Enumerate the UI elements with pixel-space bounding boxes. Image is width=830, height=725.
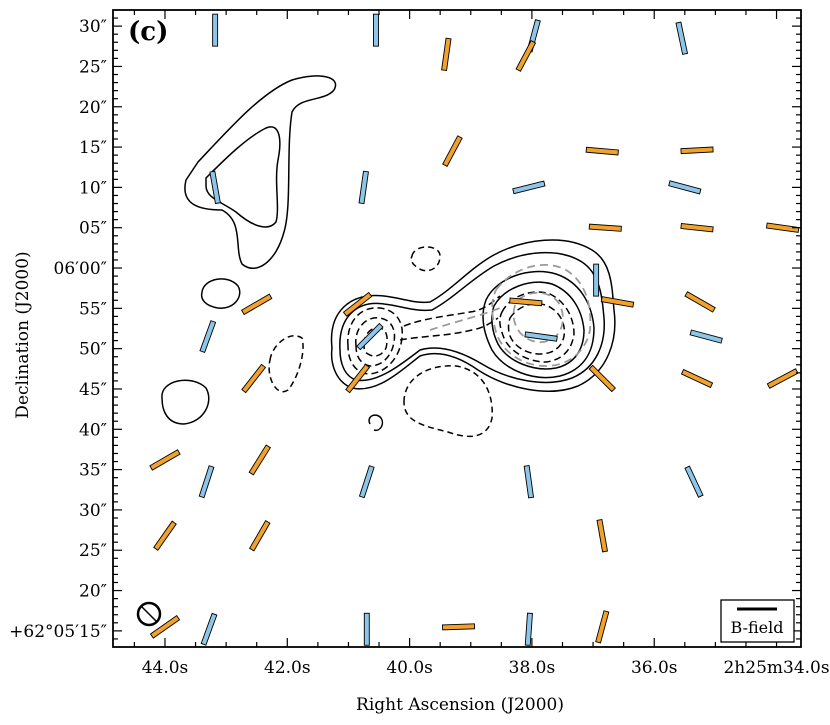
contour-main-outer-3 [482, 270, 595, 379]
y-tick-label: 30″ [79, 501, 107, 521]
x-tick-label: 44.0s [142, 658, 189, 678]
contour-main-dashed-3 [347, 307, 404, 375]
contour-main-dashed-2 [507, 302, 566, 355]
orange-vector [248, 520, 271, 552]
orange-vector [595, 610, 610, 644]
legend-label: B-field [731, 618, 784, 637]
orange-vector [765, 222, 800, 233]
x-tick-label: 42.0s [264, 658, 311, 678]
contour-main-outer-1 [330, 239, 616, 392]
orange-vector [680, 223, 714, 233]
legend: B-field [720, 599, 795, 643]
orange-vector [149, 614, 181, 639]
plot-frame [112, 9, 802, 648]
orange-vector [442, 135, 463, 168]
orange-vector [585, 146, 619, 156]
contour-gray-dashed-3 [429, 307, 501, 331]
y-tick-label: 20″ [79, 582, 107, 602]
orange-vector [600, 296, 635, 308]
blue-vector [593, 263, 600, 297]
y-tick-label: +62°05′15″ [9, 622, 107, 642]
blue-vector [523, 465, 535, 499]
orange-vector [441, 37, 452, 72]
blue-vector [199, 320, 217, 354]
orange-vector [345, 363, 371, 394]
blue-vector [373, 13, 379, 47]
y-tick-labels: 30″ 25″ 20″ 15″ 10″ 05″ 06′00″ 55″ 50″ 45″ 40″ 35″ 3… [9, 17, 107, 642]
blue-vector [689, 329, 723, 344]
orange-vector [766, 368, 799, 389]
y-tick-label: 45″ [79, 380, 107, 400]
contour-dashed-2 [268, 335, 304, 393]
contour-solid-blob-1 [200, 278, 241, 309]
beam-ellipse-marker [136, 601, 162, 627]
orange-vector [588, 364, 616, 393]
panel-label: (c) [128, 17, 168, 47]
orange-vector [241, 363, 267, 394]
y-tick-label: 20″ [79, 98, 107, 118]
blue-vector [512, 180, 546, 195]
x-tick-label: 36.0s [631, 658, 678, 678]
blue-vector [524, 612, 533, 646]
blue-vector [209, 170, 221, 205]
contour-dashed-1 [410, 246, 441, 272]
legend-box [720, 599, 795, 643]
x-tick-label: 38.0s [509, 658, 556, 678]
orange-vector [149, 449, 181, 471]
y-tick-label: 06′00″ [54, 259, 107, 279]
y-tick-label: 10″ [79, 178, 107, 198]
blue-vector [363, 612, 370, 646]
contour-dashed-3 [403, 365, 493, 438]
y-tick-label: 05″ [79, 219, 107, 239]
blue-vector [358, 465, 375, 499]
orange-vector [596, 519, 609, 553]
y-tick-label: 25″ [79, 57, 107, 77]
orange-vector [684, 291, 716, 313]
blue-vector [675, 21, 689, 55]
contour-solid-north-outer [184, 75, 337, 270]
x-tick-labels: 44.0s 42.0s 40.0s 38.0s 36.0s 2h25m34.0s [142, 658, 830, 678]
contour-main-dashed-bridge-2 [399, 317, 499, 341]
polarization-vectors [149, 13, 800, 646]
contour-main-outer-2 [339, 252, 605, 384]
blue-vector [524, 331, 558, 342]
orange-vector [588, 223, 622, 232]
x-tick-label: 40.0s [386, 658, 433, 678]
y-axis-title: Declination (J2000) [13, 251, 33, 418]
y-tick-label: 50″ [79, 340, 107, 360]
axis-ticks [113, 10, 801, 647]
orange-vector [680, 368, 714, 389]
orange-vector [153, 520, 177, 551]
orange-vector [509, 297, 543, 307]
contour-main-outer-4 [491, 281, 585, 370]
orange-vector [240, 293, 273, 316]
y-tick-label: 40″ [79, 420, 107, 440]
orange-vector [680, 146, 714, 155]
x-tick-label: 2h25m34.0s [723, 658, 829, 678]
blue-vector [356, 322, 384, 351]
x-axis-title: Right Ascension (J2000) [356, 695, 564, 715]
blue-vector [668, 180, 702, 195]
intensity-contours [161, 75, 616, 438]
blue-vector [684, 465, 704, 498]
y-tick-label: 55″ [79, 299, 107, 319]
y-tick-label: 35″ [79, 461, 107, 481]
contour-solid-north-inner [205, 126, 281, 228]
orange-vector [342, 291, 373, 317]
blue-vector [212, 13, 219, 47]
blue-vector [200, 612, 218, 646]
orange-vector [515, 40, 537, 72]
contour-solid-blob-3 [368, 414, 384, 432]
y-tick-label: 25″ [79, 541, 107, 561]
contour-gray-dashed-1 [491, 263, 592, 367]
contour-solid-blob-2 [161, 379, 210, 425]
blue-vector [198, 465, 215, 499]
y-tick-label: 30″ [79, 17, 107, 37]
y-tick-label: 15″ [79, 138, 107, 158]
orange-vector [248, 444, 271, 476]
blue-vector [358, 170, 369, 205]
contour-main-dashed-5 [363, 326, 388, 357]
orange-vector [441, 623, 476, 631]
